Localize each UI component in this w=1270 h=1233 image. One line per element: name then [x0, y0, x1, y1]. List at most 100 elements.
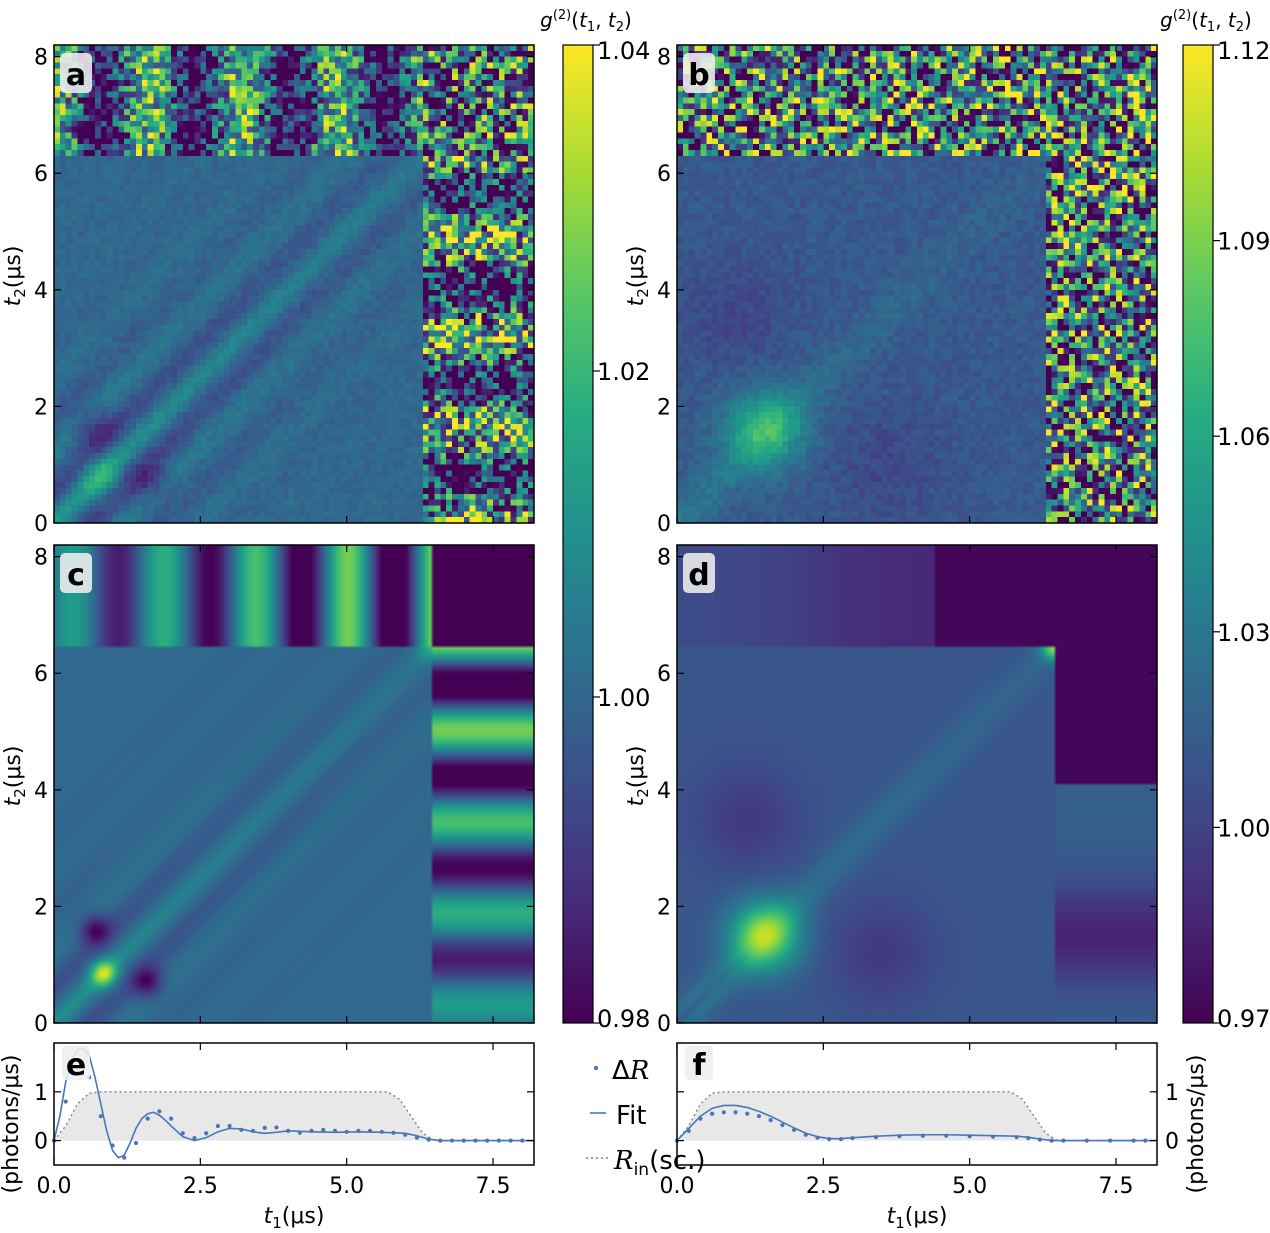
data-point: [1049, 1138, 1054, 1143]
legend-label: Fit: [616, 1101, 646, 1131]
data-point: [768, 1118, 773, 1123]
colorbar-tick-label: 1.04: [597, 37, 650, 65]
panel-d: [676, 544, 1158, 1024]
data-point: [286, 1128, 291, 1133]
x-tick-label: 2.5: [806, 1174, 841, 1199]
panel-b: [676, 44, 1158, 524]
colorbar-layer: [562, 44, 1220, 1024]
data-point: [873, 1135, 879, 1140]
y-tick-label: 8: [657, 546, 671, 571]
series-input-rate: [676, 1091, 1157, 1142]
colorbar-gradient: [1182, 44, 1214, 1024]
panel-e: [51, 1042, 535, 1166]
data-point: [168, 1116, 174, 1121]
data-point: [438, 1138, 443, 1143]
colorbar-tick-label: 1.00: [597, 684, 650, 712]
y-axis-label: t2(μs): [1, 746, 29, 807]
axes-frame-f: [676, 1042, 1158, 1166]
panel-tag-box: [683, 53, 715, 93]
panel-tag-box: [683, 553, 715, 593]
panel-label: e: [66, 1048, 86, 1083]
line-plot-layer: [51, 1042, 1158, 1166]
data-point: [98, 1114, 103, 1119]
x-tick-label: 5.0: [952, 1174, 987, 1199]
data-point: [321, 1127, 326, 1132]
data-point: [838, 1137, 844, 1142]
data-point: [133, 1140, 139, 1146]
data-point: [1131, 1138, 1136, 1143]
panel-a: [53, 44, 535, 524]
y-axis-label: (photons/μs): [0, 1055, 24, 1194]
data-point: [157, 1109, 162, 1114]
data-point: [496, 1138, 501, 1143]
data-point: [367, 1128, 373, 1133]
heatmap-image-d: [677, 545, 1157, 1023]
axes-frame-c: [53, 544, 535, 1024]
y-tick-label: 0: [34, 512, 48, 537]
data-point: [508, 1138, 513, 1143]
data-point: [897, 1134, 902, 1139]
legend-marker-dots: [593, 1065, 599, 1071]
data-point: [780, 1122, 785, 1128]
axes-frame-b: [676, 44, 1158, 524]
x-tick-label: 5.0: [329, 1174, 364, 1199]
y-tick-label: 6: [34, 662, 48, 687]
y-tick-label: 4: [657, 779, 671, 804]
data-point: [204, 1131, 209, 1136]
colorbar-title: g(2)(t1, t2): [1160, 8, 1252, 35]
y-tick-label: 8: [34, 546, 48, 571]
y-tick-label: 4: [657, 279, 671, 304]
legend-label: Rin(sc.): [613, 1146, 705, 1180]
data-point: [815, 1135, 820, 1140]
x-tick-label: 7.5: [1099, 1174, 1134, 1199]
data-point: [274, 1125, 279, 1130]
data-point: [332, 1128, 338, 1133]
panel-tag-box: [62, 1046, 90, 1080]
data-point: [403, 1132, 408, 1137]
data-point: [461, 1138, 466, 1143]
panel-f: [674, 1042, 1158, 1166]
data-point: [180, 1131, 185, 1136]
data-point: [1037, 1137, 1043, 1142]
colorbar-tick-label: 1.06: [1217, 423, 1270, 451]
y-tick-label: 6: [657, 162, 671, 187]
legend: ΔR Fit Rin(sc.): [586, 1056, 705, 1180]
data-point: [122, 1155, 127, 1160]
y-tick-label: 2: [34, 395, 48, 420]
panel-tag-box: [60, 553, 92, 593]
x-tick-label: 7.5: [476, 1174, 511, 1199]
panel-label: f: [692, 1048, 706, 1083]
x-tick-label: 0.0: [660, 1174, 695, 1199]
data-point: [63, 1099, 68, 1104]
data-point: [239, 1127, 244, 1132]
y-tick-label: 8: [34, 46, 48, 71]
y-tick-label: 0: [34, 1130, 48, 1155]
data-point: [485, 1138, 490, 1143]
colorbar-tick-label: 1.12: [1217, 37, 1270, 65]
y-tick-label: 2: [657, 395, 671, 420]
heatmap-image-c: [54, 545, 534, 1023]
colorbar-gradient: [562, 44, 594, 1024]
data-point: [967, 1134, 972, 1139]
y-axis-label: t2(μs): [1, 246, 29, 307]
x-tick-label: 0.0: [37, 1174, 72, 1199]
y-tick-label: 0: [1165, 1130, 1179, 1155]
data-point: [721, 1110, 726, 1115]
heatmap-image-b: [677, 45, 1157, 523]
data-point: [686, 1128, 691, 1133]
y-tick-label: 4: [34, 779, 48, 804]
data-point: [756, 1114, 762, 1119]
data-point: [1084, 1138, 1089, 1143]
data-point: [379, 1129, 384, 1134]
data-point: [733, 1110, 738, 1115]
data-point: [473, 1138, 478, 1143]
text-layer: 02468t2(μs)a02468t2(μs)b02468t2(μs)c0246…: [0, 8, 1270, 1232]
y-tick-label: 0: [34, 1012, 48, 1037]
data-point: [698, 1116, 703, 1121]
data-point: [944, 1133, 949, 1138]
data-point: [1061, 1138, 1066, 1143]
data-point: [391, 1130, 396, 1135]
y-tick-label: 6: [657, 662, 671, 687]
data-point: [791, 1127, 797, 1132]
